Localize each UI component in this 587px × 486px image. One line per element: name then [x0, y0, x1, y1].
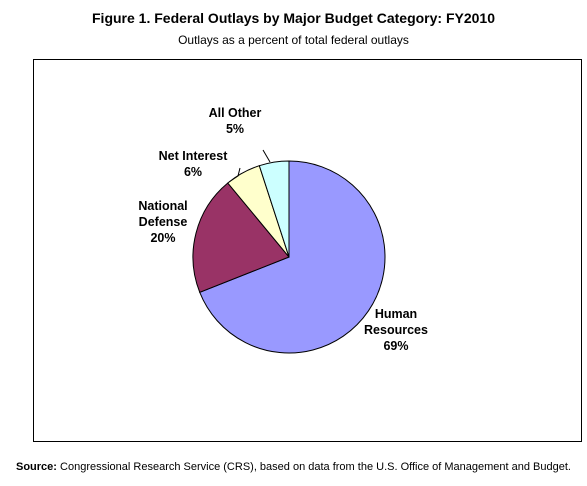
slice-label-net-interest: Net Interest 6% [159, 149, 229, 179]
chart-title: Figure 1. Federal Outlays by Major Budge… [92, 10, 495, 26]
source-note: Source: Congressional Research Service (… [0, 461, 587, 473]
pie-slice-human-resources [199, 160, 386, 354]
slice-label-all-other: All Other 5% [209, 106, 262, 136]
source-text: Congressional Research Service (CRS), ba… [56, 461, 571, 473]
leader-line-all-other [262, 149, 271, 163]
pie-slice-national-defense [192, 182, 290, 293]
slice-label-human-resources: Human Resources 69% [364, 307, 428, 353]
chart-subtitle: Outlays as a percent of total federal ou… [178, 33, 409, 47]
source-label: Source: [16, 461, 57, 473]
pie-slice-all-other [258, 160, 290, 258]
leader-line-net-interest [228, 167, 241, 183]
slice-label-national-defense: National Defense 20% [138, 199, 187, 245]
